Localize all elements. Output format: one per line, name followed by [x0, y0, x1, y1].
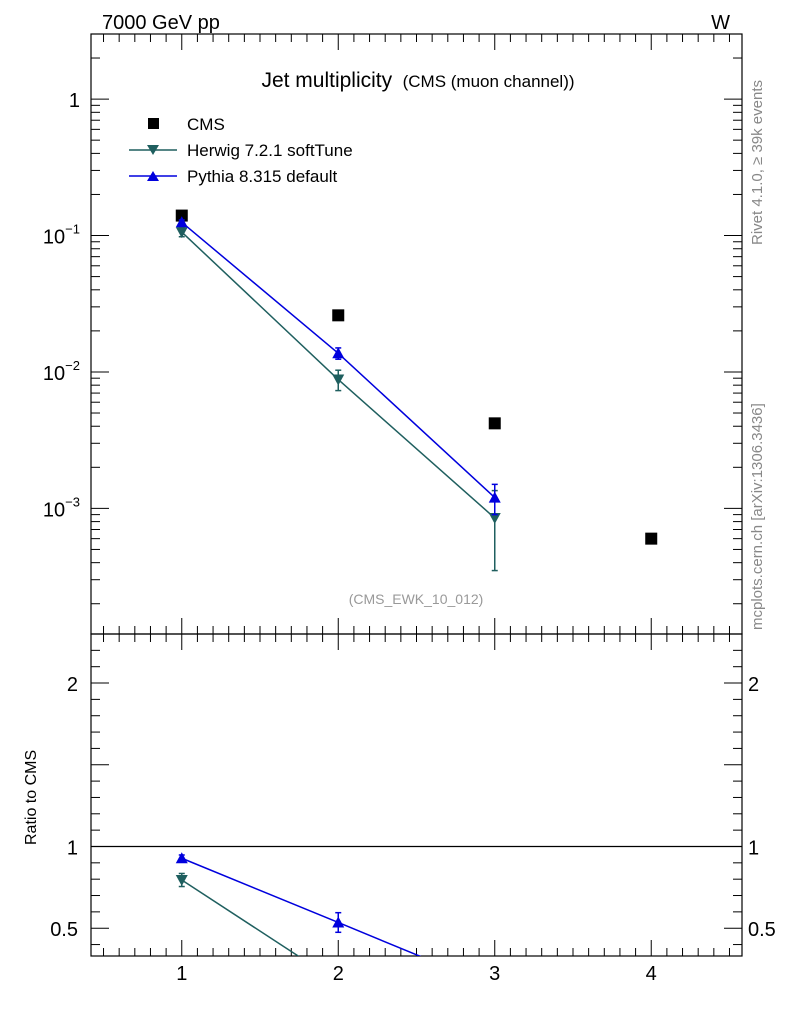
main-y-tick-labels: 10−310−210−11: [43, 90, 80, 521]
chart-title: Jet multiplicity (CMS (muon channel)): [261, 69, 574, 92]
main-y-tick-label: 10−3: [43, 494, 80, 521]
main-pythia-point: [488, 491, 501, 503]
y-tick-exponent: −1: [65, 222, 80, 237]
main-cms-point: [332, 309, 345, 322]
main-axis-ticks: [91, 33, 742, 634]
main-cms-point: [175, 209, 188, 222]
legend-marker-pythia: [147, 171, 159, 181]
legend-marker-herwig: [147, 145, 159, 155]
ratio-axis-ticks: [91, 633, 742, 956]
main-cms-point: [488, 417, 501, 430]
mcplots-label: mcplots.cern.ch [arXiv:1306.3436]: [749, 403, 766, 630]
x-tick-label: 2: [333, 963, 344, 985]
legend-label-herwig: Herwig 7.2.1 softTune: [187, 141, 353, 160]
analysis-id: (CMS_EWK_10_012): [349, 591, 484, 607]
x-tick-labels: 1 2 3 4: [176, 963, 657, 985]
ratio-y-tick-label-right: 0.5: [748, 919, 776, 941]
ratio-y-tick-label: 2: [67, 674, 78, 696]
ratio-y-tick-labels: 0.5 0.5 1 1 2 2: [50, 674, 776, 941]
ratio-pythia-point: [332, 916, 345, 928]
main-pythia-point: [332, 347, 345, 359]
main-data-layer: [175, 209, 658, 572]
rivet-label: Rivet 4.1.0, ≥ 39k events: [749, 80, 766, 245]
legend-label-pythia: Pythia 8.315 default: [187, 167, 338, 186]
main-herwig-point: [175, 227, 188, 239]
ratio-pythia-point: [175, 852, 188, 864]
y-tick-base: 10: [43, 363, 65, 385]
x-tick-label: 3: [489, 963, 500, 985]
main-y-tick-label: 10−2: [43, 358, 80, 385]
main-y-tick-label: 1: [69, 90, 80, 112]
main-herwig-point: [332, 374, 345, 386]
y-tick-base: 1: [69, 90, 80, 112]
ratio-herwig-point: [175, 874, 188, 886]
ratio-y-tick-label: 1: [67, 837, 78, 859]
ratio-y-tick-label: 0.5: [50, 919, 78, 941]
legend: CMS Herwig 7.2.1 softTune Pythia 8.315 d…: [129, 115, 353, 186]
ratio-y-tick-label-right: 1: [748, 837, 759, 859]
ratio-data-layer: [91, 845, 742, 956]
y-tick-base: 10: [43, 227, 65, 249]
main-herwig-point: [488, 513, 501, 525]
main-pythia-point: [175, 216, 188, 228]
x-tick-label: 4: [646, 963, 657, 985]
ratio-ylabel: Ratio to CMS: [23, 750, 40, 845]
y-tick-base: 10: [43, 499, 65, 521]
ratio-y-tick-label-right: 2: [748, 674, 759, 696]
process-label: W: [711, 12, 730, 34]
ratio-panel-frame: [90, 633, 743, 957]
chart-subtitle: (CMS (muon channel)): [403, 72, 575, 91]
x-tick-label: 1: [176, 963, 187, 985]
y-tick-exponent: −3: [65, 494, 80, 509]
main-cms-point: [645, 532, 658, 545]
legend-marker-cms: [148, 118, 159, 129]
main-y-tick-label: 10−1: [43, 222, 80, 249]
ratio-herwig-line: [181, 879, 300, 956]
chart-title-main: Jet multiplicity: [261, 69, 392, 92]
energy-label: 7000 GeV pp: [102, 12, 220, 34]
y-tick-exponent: −2: [65, 358, 80, 373]
legend-label-cms: CMS: [187, 115, 225, 134]
